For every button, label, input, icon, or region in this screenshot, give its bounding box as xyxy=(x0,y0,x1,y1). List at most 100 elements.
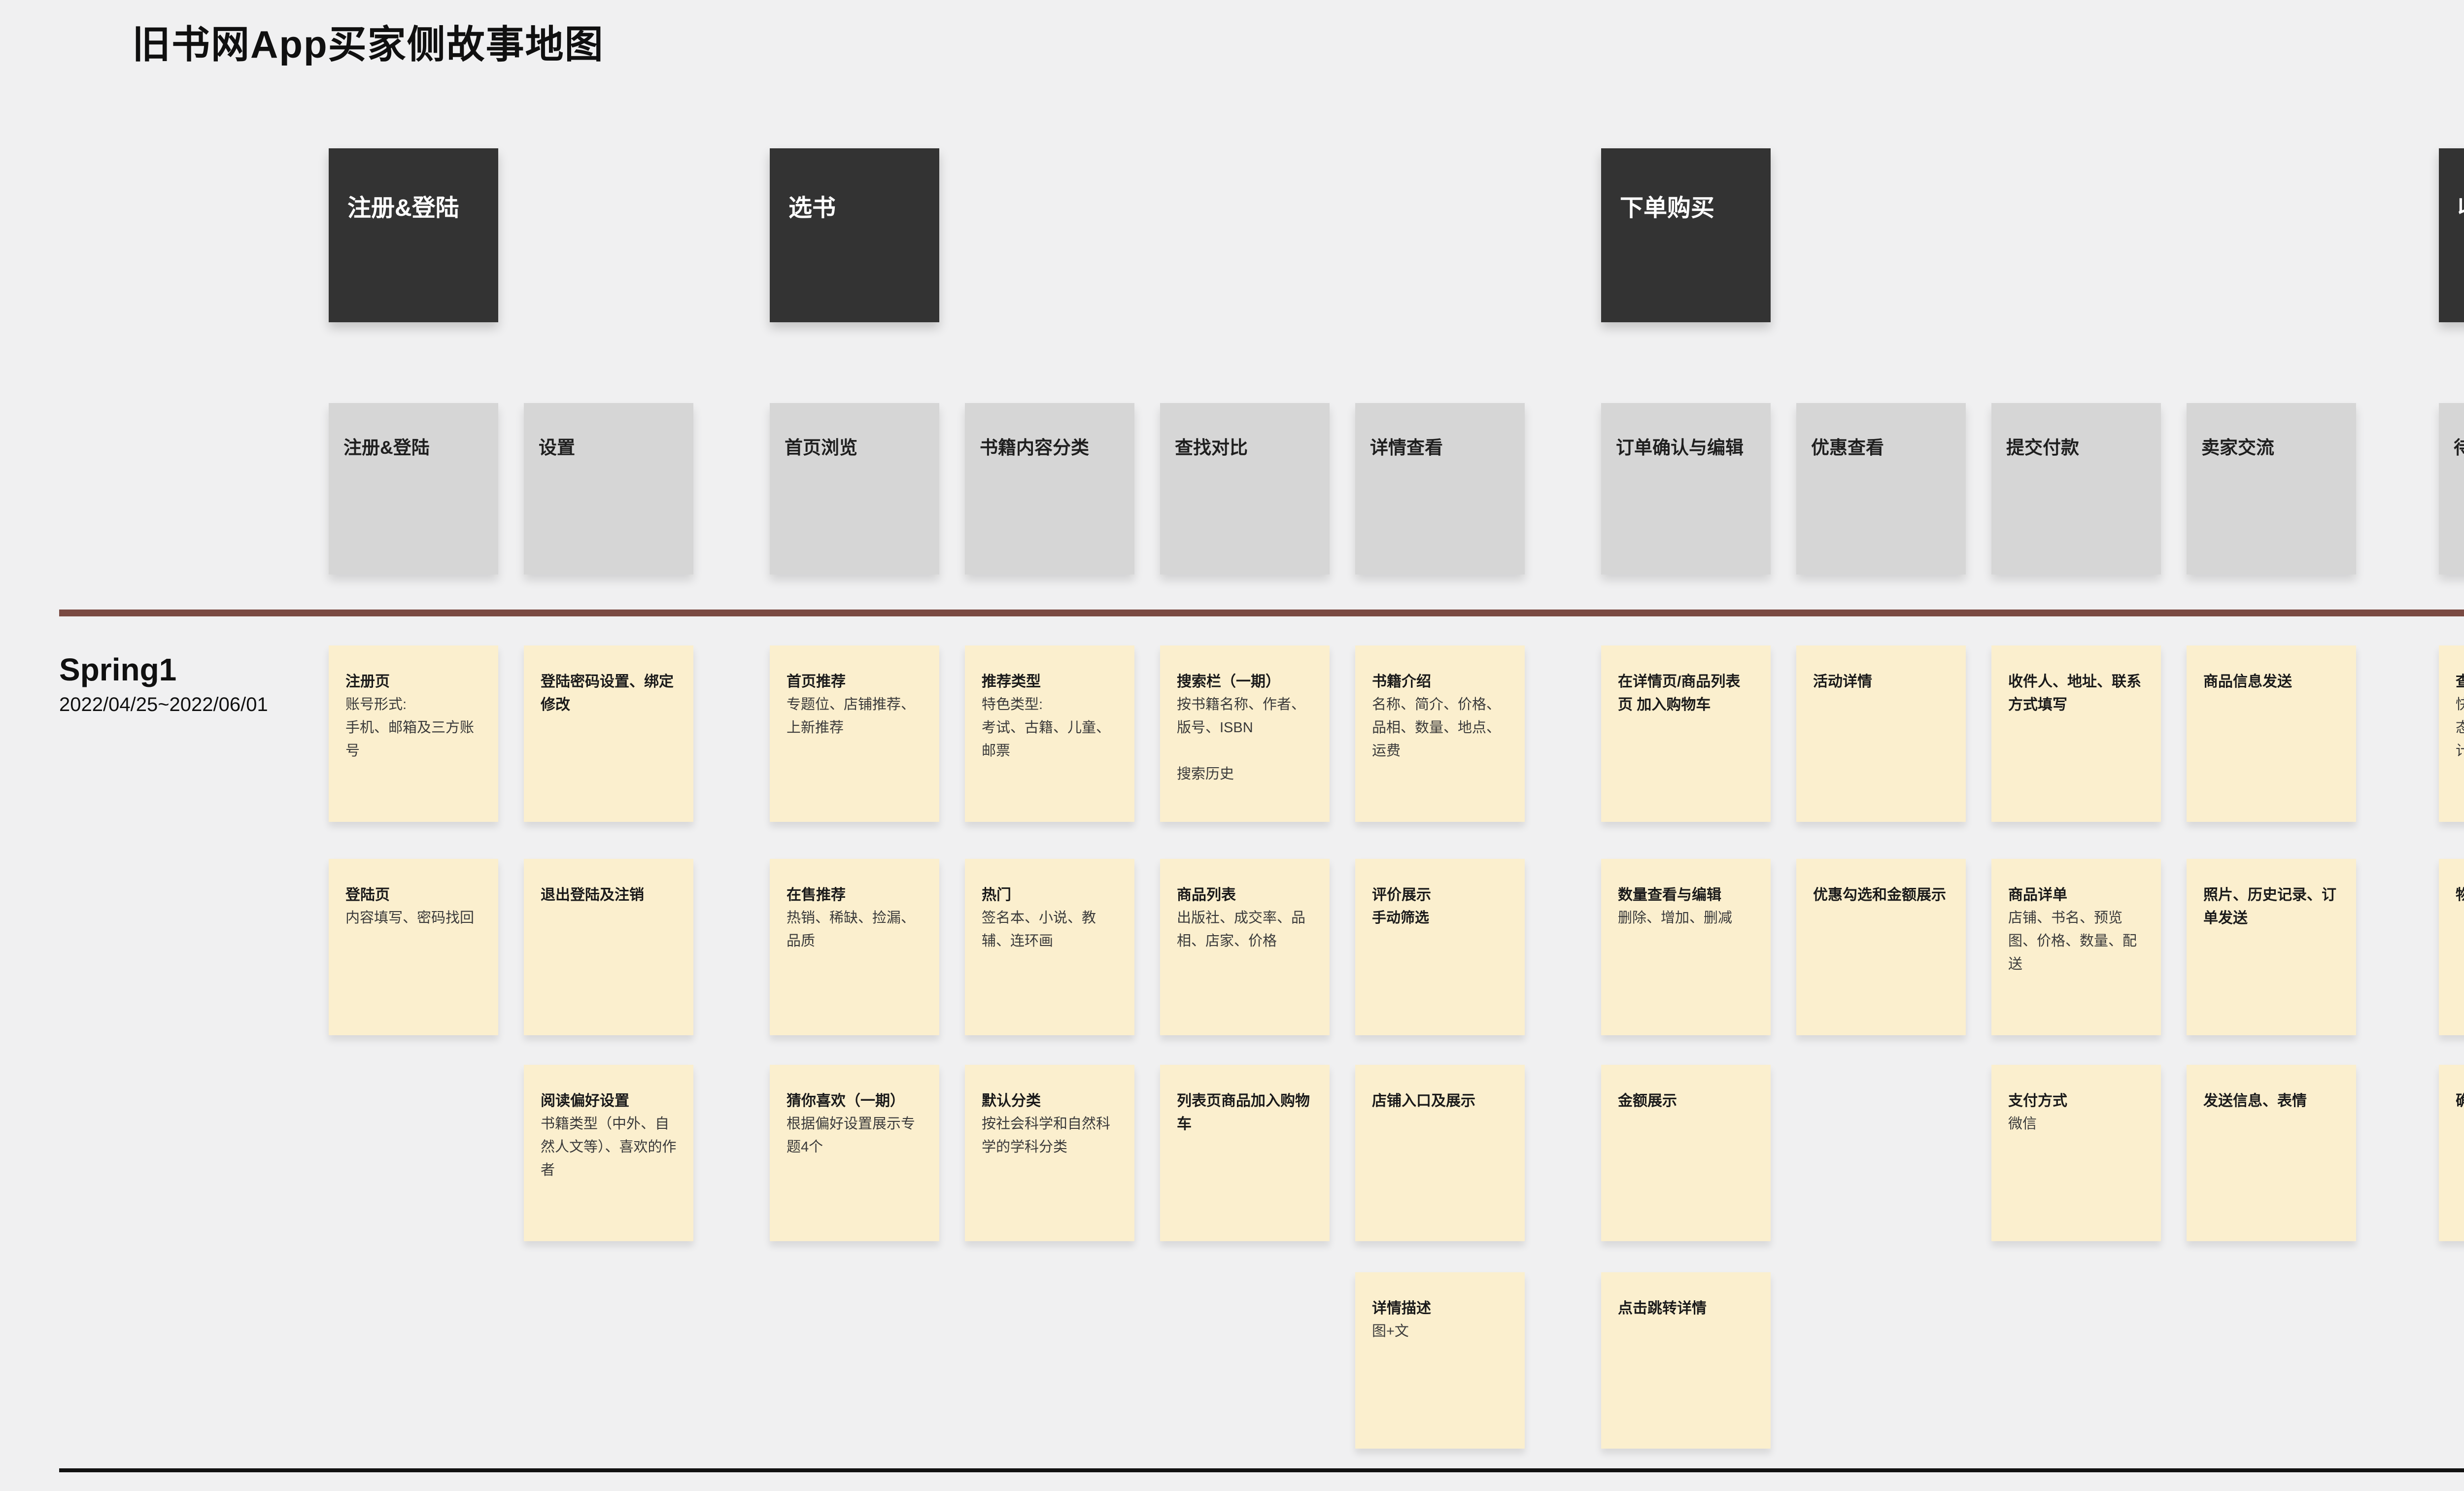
activity-card[interactable]: 卖家交流 xyxy=(2187,403,2356,575)
sticky-note-title: 热门 xyxy=(982,887,1011,903)
sticky-note-content: 店铺入口及展示 xyxy=(1355,1065,1525,1113)
sticky-note[interactable]: 登陆页 内容填写、密码找回 xyxy=(329,859,498,1035)
sticky-note-title: 商品信息发送 xyxy=(2203,674,2292,690)
sticky-note-title: 收件人、地址、联系方式填写 xyxy=(2008,674,2141,713)
sticky-note[interactable]: 发送信息、表情 xyxy=(2187,1065,2356,1241)
sticky-note-line: 按书籍名称、作者、版号、ISBN xyxy=(1177,697,1306,736)
sticky-note-content: 登陆密码设置、绑定修改 xyxy=(524,645,693,716)
sticky-note-content: 详情描述 图+文 xyxy=(1355,1272,1525,1343)
activity-card[interactable]: 提交付款 xyxy=(1991,403,2161,575)
sticky-note[interactable]: 确认收货 xyxy=(2439,1065,2464,1241)
sticky-note-content: 收件人、地址、联系方式填写 xyxy=(1991,645,2161,716)
sticky-note[interactable]: 书籍介绍 名称、简介、价格、品相、数量、地点、运费 xyxy=(1355,645,1525,822)
activity-card[interactable]: 首页浏览 xyxy=(770,403,939,575)
sticky-note-title: 阅读偏好设置 xyxy=(541,1093,629,1109)
sticky-note[interactable]: 退出登陆及注销 xyxy=(524,859,693,1035)
sticky-note-title: 登陆页 xyxy=(345,887,390,903)
sticky-note-content: 热门 签名本、小说、教辅、连环画 xyxy=(965,859,1134,953)
activity-label: 提交付款 xyxy=(2006,438,2079,458)
sticky-note[interactable]: 活动详情 xyxy=(1796,645,1966,822)
sticky-note[interactable]: 详情描述 图+文 xyxy=(1355,1272,1525,1449)
sticky-note-content: 注册页 账号形式: 手机、邮箱及三方账号 xyxy=(329,645,498,763)
sticky-note[interactable]: 数量查看与编辑 删除、增加、删减 xyxy=(1601,859,1771,1035)
sticky-note-line: 图+文 xyxy=(1372,1323,1409,1339)
epic-card[interactable]: 注册&登陆 xyxy=(329,148,498,322)
activity-card[interactable]: 注册&登陆 xyxy=(329,403,498,575)
sticky-note[interactable]: 推荐类型 特色类型: 考试、古籍、儿童、邮票 xyxy=(965,645,1134,822)
sticky-note[interactable]: 登陆密码设置、绑定修改 xyxy=(524,645,693,822)
activity-card[interactable]: 优惠查看 xyxy=(1796,403,1966,575)
activity-card[interactable]: 订单确认与编辑 xyxy=(1601,403,1771,575)
sticky-note[interactable]: 默认分类 按社会科学和自然科学的学科分类 xyxy=(965,1065,1134,1241)
sticky-note[interactable]: 商品列表 出版社、成交率、品相、店家、价格 xyxy=(1160,859,1330,1035)
sticky-note[interactable]: 注册页 账号形式: 手机、邮箱及三方账号 xyxy=(329,645,498,822)
epic-card[interactable]: 选书 xyxy=(770,148,939,322)
sticky-note-line: 根据偏好设置展示专题4个 xyxy=(787,1116,916,1155)
sticky-note-content: 支付方式 微信 xyxy=(1991,1065,2161,1136)
sticky-note[interactable]: 阅读偏好设置书籍类型（中外、自然人文等）、喜欢的作者 xyxy=(524,1065,693,1241)
epic-label: 下单购买 xyxy=(1620,195,1715,221)
sticky-note[interactable]: 商品详单 店铺、书名、预览图、价格、数量、配送 xyxy=(1991,859,2161,1035)
sticky-note-line: 快递单号、订单状态、复制订单号、预计到达时间 xyxy=(2456,697,2464,759)
activity-card[interactable]: 待收货 xyxy=(2439,403,2464,575)
sticky-note[interactable]: 照片、历史记录、订单发送 xyxy=(2187,859,2356,1035)
sticky-note[interactable]: 支付方式 微信 xyxy=(1991,1065,2161,1241)
sticky-note-title: 退出登陆及注销 xyxy=(541,887,644,903)
sticky-note[interactable]: 在详情页/商品列表页 加入购物车 xyxy=(1601,645,1771,822)
sticky-note-title: 首页推荐 xyxy=(787,674,846,690)
sticky-note-content: 点击跳转详情 xyxy=(1601,1272,1771,1320)
epic-card[interactable]: 收货 xyxy=(2439,148,2464,322)
sticky-note-content: 猜你喜欢（一期） 根据偏好设置展示专题4个 xyxy=(770,1065,939,1159)
sticky-note-line: 书籍类型（中外、自然人文等）、喜欢的作者 xyxy=(541,1116,677,1178)
activity-card[interactable]: 查找对比 xyxy=(1160,403,1330,575)
sticky-note-content: 照片、历史记录、订单发送 xyxy=(2187,859,2356,930)
sticky-note-content: 书籍介绍 名称、简介、价格、品相、数量、地点、运费 xyxy=(1355,645,1525,763)
sprint-divider-line xyxy=(59,610,2464,616)
sticky-note-line: 专题位、店铺推荐、上新推荐 xyxy=(787,697,916,736)
sticky-note[interactable]: 优惠勾选和金额展示 xyxy=(1796,859,1966,1035)
sticky-note-content: 金额展示 xyxy=(1601,1065,1771,1113)
sticky-note-title: 确认收货 xyxy=(2456,1093,2464,1109)
sticky-note-content: 商品详单 店铺、书名、预览图、价格、数量、配送 xyxy=(1991,859,2161,976)
sticky-note[interactable]: 金额展示 xyxy=(1601,1065,1771,1241)
sticky-note-title: 搜索栏（一期） xyxy=(1177,674,1280,690)
sticky-note[interactable]: 收件人、地址、联系方式填写 xyxy=(1991,645,2161,822)
sticky-note-content: 搜索栏（一期） 按书籍名称、作者、版号、ISBN 搜索历史 xyxy=(1160,645,1330,786)
activity-label: 首页浏览 xyxy=(785,438,857,458)
sticky-note-line: 手动筛选 xyxy=(1372,910,1430,926)
sticky-note-content: 商品信息发送 xyxy=(2187,645,2356,693)
sticky-note[interactable]: 商品信息发送 xyxy=(2187,645,2356,822)
activity-label: 注册&登陆 xyxy=(343,438,430,458)
sticky-note-content: 登陆页 内容填写、密码找回 xyxy=(329,859,498,930)
sprint-name: Spring1 xyxy=(59,652,177,687)
sticky-note[interactable]: 搜索栏（一期） 按书籍名称、作者、版号、ISBN 搜索历史 xyxy=(1160,645,1330,822)
sticky-note[interactable]: 评价展示 手动筛选 xyxy=(1355,859,1525,1035)
sticky-note[interactable]: 列表页商品加入购物车 xyxy=(1160,1065,1330,1241)
sticky-note[interactable]: 物流地图展示 xyxy=(2439,859,2464,1035)
sticky-note-content: 默认分类 按社会科学和自然科学的学科分类 xyxy=(965,1065,1134,1159)
epic-label: 收货 xyxy=(2439,148,2464,227)
sticky-note-title: 在详情页/商品列表页 加入购物车 xyxy=(1618,674,1741,713)
sticky-note[interactable]: 热门 签名本、小说、教辅、连环画 xyxy=(965,859,1134,1035)
activity-label: 查找对比 xyxy=(1175,438,1248,458)
sticky-note-content: 评价展示 手动筛选 xyxy=(1355,859,1525,930)
sticky-note[interactable]: 查看物流快递单号、订单状态、复制订单号、预计到达时间 xyxy=(2439,645,2464,822)
sticky-note-content: 退出登陆及注销 xyxy=(524,859,693,907)
sticky-note-line: 手机、邮箱及三方账号 xyxy=(345,720,475,759)
epic-card[interactable]: 下单购买 xyxy=(1601,148,1771,322)
sticky-note[interactable]: 在售推荐 热销、稀缺、捡漏、品质 xyxy=(770,859,939,1035)
sticky-note[interactable]: 店铺入口及展示 xyxy=(1355,1065,1525,1241)
sticky-note[interactable]: 首页推荐专题位、店铺推荐、上新推荐 xyxy=(770,645,939,822)
activity-label: 优惠查看 xyxy=(1811,438,1884,458)
activity-card[interactable]: 详情查看 xyxy=(1355,403,1525,575)
sticky-note-content: 优惠勾选和金额展示 xyxy=(1796,859,1966,907)
sticky-note[interactable]: 点击跳转详情 xyxy=(1601,1272,1771,1449)
sticky-note[interactable]: 猜你喜欢（一期） 根据偏好设置展示专题4个 xyxy=(770,1065,939,1241)
activity-label: 卖家交流 xyxy=(2201,438,2274,458)
sticky-note-line: 店铺、书名、预览图、价格、数量、配送 xyxy=(2008,910,2137,972)
activity-label: 书籍内容分类 xyxy=(980,438,1089,458)
activity-card[interactable]: 设置 xyxy=(524,403,693,575)
sticky-note-content: 活动详情 xyxy=(1796,645,1966,693)
sticky-note-line: 热销、稀缺、捡漏、品质 xyxy=(787,910,916,949)
activity-card[interactable]: 书籍内容分类 xyxy=(965,403,1134,575)
